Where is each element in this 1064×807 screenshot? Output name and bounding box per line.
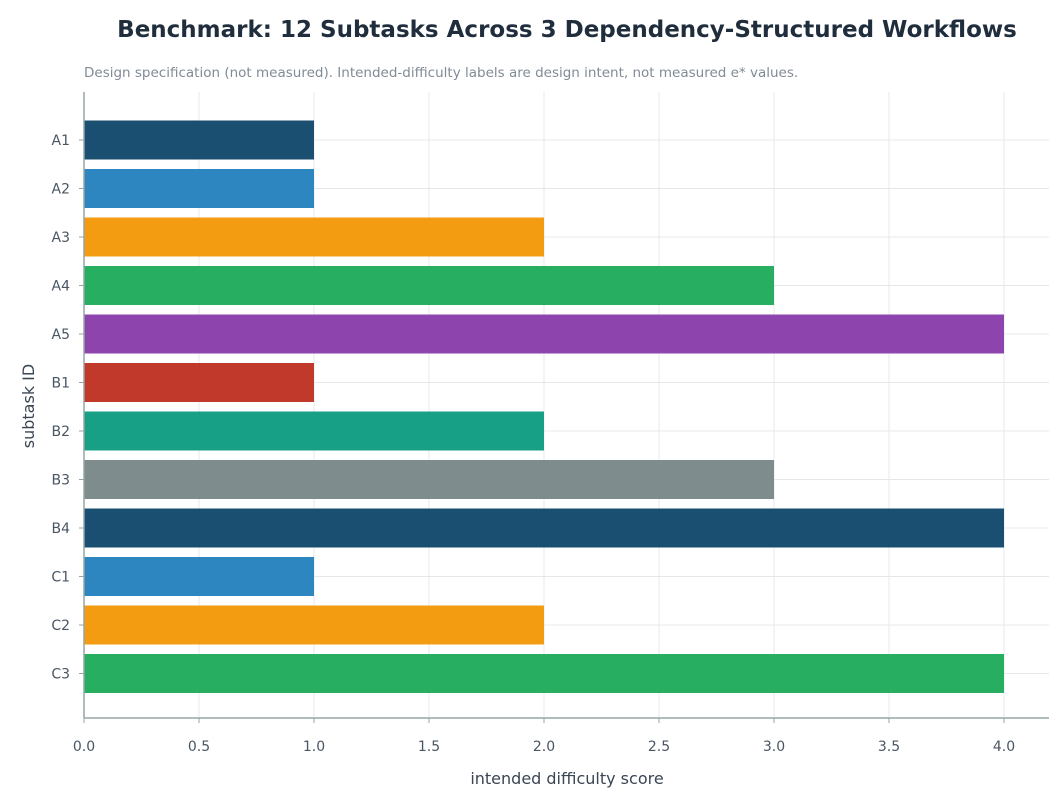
bar-c1 — [84, 557, 314, 596]
y-tick-label: B1 — [51, 376, 70, 392]
x-tick-labels: 0.0 0.5 1.0 1.5 2.0 2.5 3.0 3.5 4.0 — [73, 739, 1015, 755]
x-tick-label: 1.5 — [418, 739, 440, 755]
bar-b3 — [84, 460, 774, 499]
y-tick-label: A5 — [52, 327, 70, 343]
y-tick-label: B3 — [51, 473, 70, 489]
bar-c3 — [84, 654, 1004, 693]
x-tick-label: 3.0 — [763, 739, 785, 755]
y-tick-label: B4 — [51, 521, 70, 537]
y-tick-label: B2 — [51, 424, 70, 440]
bars — [84, 120, 1004, 693]
y-tick-label: A4 — [52, 279, 71, 295]
x-tick-label: 2.5 — [648, 739, 670, 755]
y-tick-label: A3 — [52, 230, 70, 246]
y-tick-label: C3 — [51, 667, 70, 683]
bar-c2 — [84, 605, 544, 645]
y-tick-labels: A1 A2 A3 A4 A5 B1 B2 B3 B4 C1 C2 C3 — [51, 133, 70, 683]
axes — [79, 92, 1049, 723]
bar-b1 — [84, 363, 314, 402]
x-tick-label: 1.0 — [303, 739, 325, 755]
bar-b4 — [84, 508, 1004, 548]
x-axis-label: intended difficulty score — [470, 769, 663, 788]
x-tick-label: 4.0 — [993, 739, 1015, 755]
y-axis-label: subtask ID — [19, 364, 38, 448]
bar-a3 — [84, 217, 544, 257]
x-tick-label: 2.0 — [533, 739, 555, 755]
x-tick-label: 3.5 — [878, 739, 900, 755]
chart-title: Benchmark: 12 Subtasks Across 3 Dependen… — [117, 17, 1017, 43]
bar-a5 — [84, 314, 1004, 354]
bar-b2 — [84, 411, 544, 451]
y-tick-label: A1 — [52, 133, 70, 149]
x-tick-label: 0.0 — [73, 739, 95, 755]
bar-a2 — [84, 169, 314, 208]
bar-a4 — [84, 266, 774, 305]
y-tick-label: C2 — [51, 618, 70, 634]
y-tick-label: C1 — [51, 570, 70, 586]
bar-a1 — [84, 120, 314, 160]
x-tick-label: 0.5 — [188, 739, 210, 755]
chart-subtitle: Design specification (not measured). Int… — [84, 65, 798, 81]
y-tick-label: A2 — [52, 182, 70, 198]
